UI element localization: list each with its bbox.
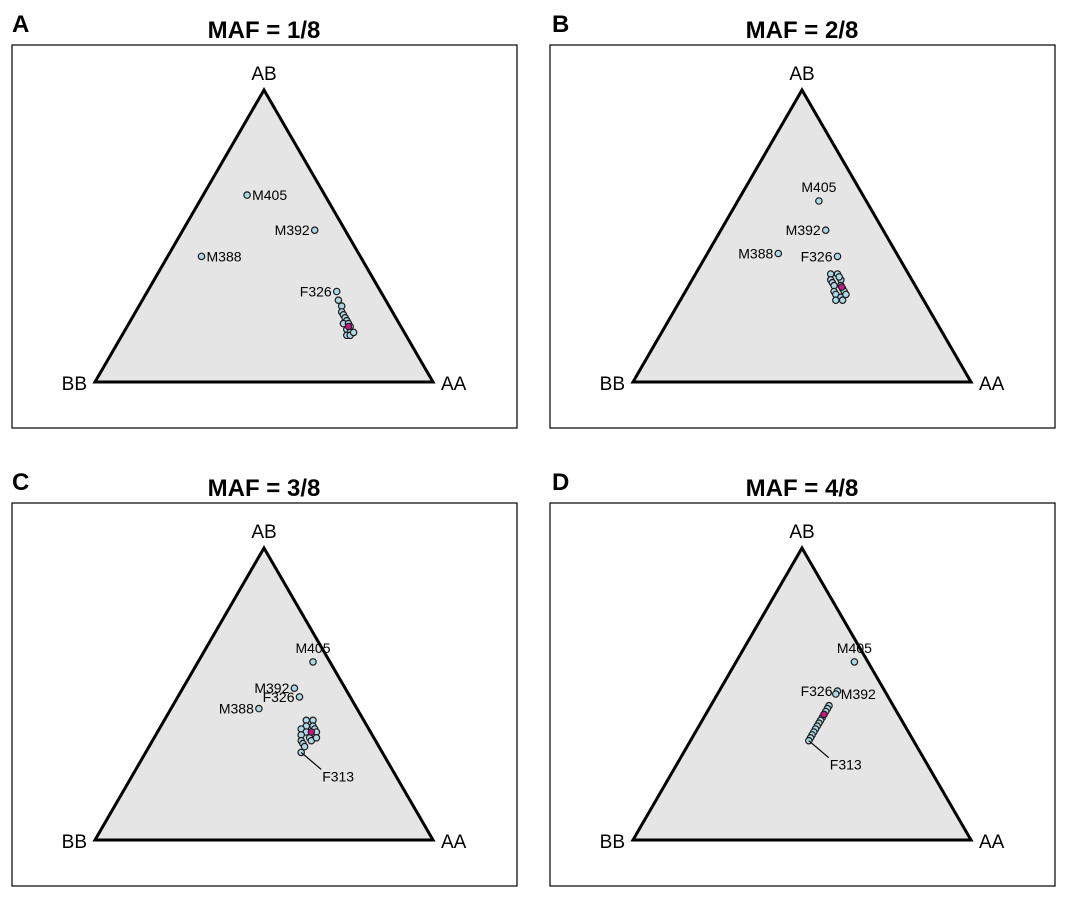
panel-title: MAF = 2/8	[746, 17, 859, 44]
vertex-label-right: AA	[979, 832, 1005, 853]
sample-point-m392	[831, 690, 840, 698]
vertex-label-right: AA	[441, 374, 467, 395]
ternary-triangle	[630, 87, 974, 384]
point-label-m388: M388	[207, 248, 242, 264]
panel-letter: A	[12, 11, 29, 38]
panel-letter: C	[12, 469, 29, 496]
vertex-label-right: AA	[441, 832, 467, 853]
sample-point-m405	[850, 658, 859, 666]
vertex-label-left: BB	[600, 832, 625, 853]
sample-point	[831, 296, 840, 305]
sample-point-m388	[197, 252, 206, 261]
centroid-point	[838, 283, 846, 291]
point-label-f326: F326	[801, 683, 833, 699]
sample-point	[838, 296, 847, 305]
sample-point-f326	[833, 252, 842, 261]
ternary-triangle	[92, 545, 436, 842]
sample-point-m405	[243, 191, 251, 199]
sample-point-f326	[295, 693, 304, 701]
panel-d: D MAF = 4/8 AB BB AA M405 F326 M392 F313	[549, 469, 1056, 887]
sample-point-m392	[821, 226, 830, 235]
vertex-label-top: AB	[251, 64, 276, 85]
vertex-label-top: AB	[789, 64, 814, 85]
panel-title: MAF = 3/8	[208, 475, 321, 502]
sample-point-m392	[290, 684, 299, 693]
vertex-label-left: BB	[600, 374, 625, 395]
sample-point	[312, 733, 321, 742]
point-label-m405: M405	[837, 640, 872, 656]
sample-point	[300, 742, 309, 751]
label-leader-line	[808, 740, 830, 759]
panel-letter: B	[552, 11, 569, 38]
sample-point-m392	[310, 226, 319, 235]
centroid-point	[307, 728, 315, 736]
point-label-m392: M392	[275, 222, 310, 238]
point-label-m405: M405	[295, 640, 330, 656]
point-label-m405: M405	[801, 179, 836, 195]
sample-point	[835, 273, 844, 281]
sample-point	[334, 296, 343, 305]
point-label-m392: M392	[254, 680, 289, 696]
point-label-f313: F313	[322, 768, 354, 784]
sample-point	[842, 290, 850, 299]
point-label-f326: F326	[300, 284, 332, 300]
label-leader-line	[300, 751, 322, 770]
panel-a: A MAF = 1/8 AB BB AA M405 M392 M388 F326	[11, 11, 518, 429]
point-label-m392: M392	[841, 686, 876, 702]
panel-b: B MAF = 2/8 AB BB AA M405 M392 M388 F326	[549, 11, 1056, 429]
point-label-f313: F313	[830, 757, 862, 773]
sample-point-m388	[774, 249, 783, 258]
point-label-m405: M405	[252, 187, 287, 203]
point-label-f326: F326	[801, 248, 833, 264]
sample-point-f326	[332, 287, 341, 296]
panel-letter: D	[552, 469, 569, 496]
sample-point	[349, 328, 358, 337]
centroid-point	[344, 322, 353, 331]
panel-title: MAF = 4/8	[746, 475, 859, 502]
vertex-label-top: AB	[789, 522, 814, 543]
sample-point-m405	[815, 197, 823, 205]
point-label-m388: M388	[738, 246, 773, 262]
point-label-m388: M388	[219, 701, 254, 717]
ternary-triangle	[630, 545, 974, 842]
point-label-m392: M392	[786, 222, 821, 238]
panel-title: MAF = 1/8	[208, 17, 321, 44]
point-label-f326: F326	[263, 689, 295, 705]
ternary-triangle	[92, 87, 436, 384]
vertex-label-top: AB	[251, 522, 276, 543]
vertex-label-right: AA	[979, 374, 1005, 395]
vertex-label-left: BB	[62, 374, 87, 395]
sample-point-m405	[309, 658, 317, 666]
vertex-label-left: BB	[62, 832, 87, 853]
centroid-point	[820, 710, 828, 719]
sample-point-m388	[255, 704, 263, 713]
